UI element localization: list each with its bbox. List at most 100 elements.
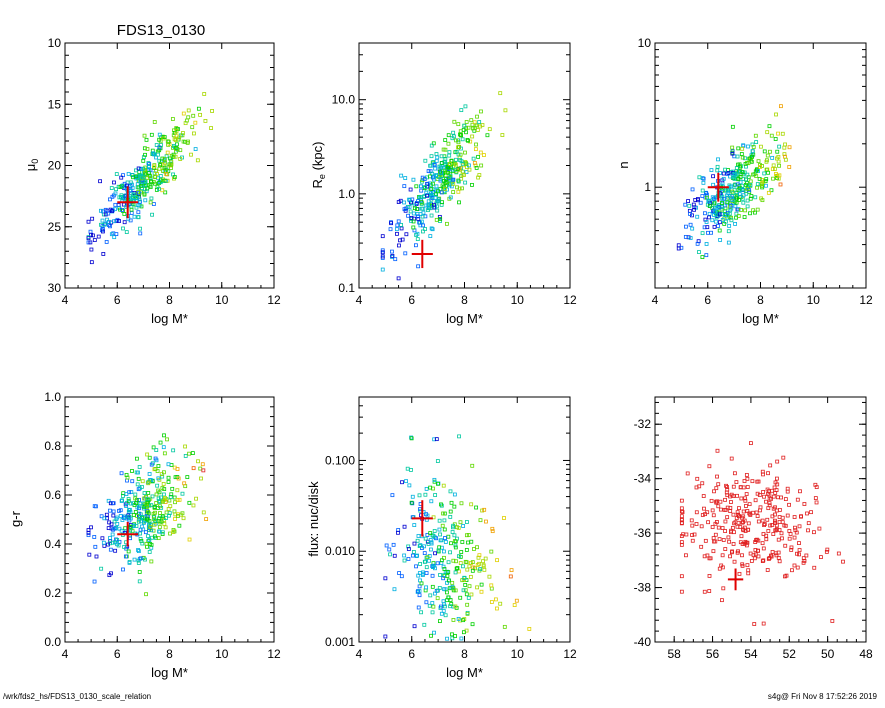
data-point	[444, 590, 449, 595]
data-point	[735, 154, 740, 159]
data-point	[470, 134, 475, 139]
data-point	[744, 177, 749, 182]
data-point	[731, 484, 736, 489]
data-point	[761, 490, 766, 494]
data-point	[164, 154, 169, 159]
data-point	[484, 519, 488, 524]
data-point	[429, 547, 433, 552]
data-point	[758, 163, 762, 167]
data-point	[766, 170, 770, 175]
data-point	[439, 154, 444, 159]
data-point	[162, 135, 167, 139]
data-point	[452, 533, 457, 538]
data-point	[204, 517, 209, 521]
panel-2-plot: 4 6 8 10 12 0.1 1.0 10.0	[332, 43, 577, 307]
data-point	[830, 619, 835, 623]
panel-3-plot: 4 6 8 10 12 1 10	[638, 36, 873, 307]
data-point	[392, 553, 397, 558]
data-point	[715, 448, 720, 453]
data-point	[90, 216, 95, 221]
data-point	[458, 152, 463, 157]
data-point	[99, 566, 104, 571]
data-point	[399, 173, 404, 178]
data-point	[759, 184, 764, 188]
data-point	[725, 200, 730, 205]
data-point	[509, 568, 514, 573]
data-point	[687, 208, 692, 213]
data-point	[202, 92, 207, 96]
data-point	[684, 224, 688, 229]
data-point	[166, 462, 171, 467]
data-point	[764, 499, 768, 504]
data-point	[172, 144, 176, 148]
data-point	[434, 217, 439, 222]
data-point	[467, 564, 472, 569]
data-point	[418, 184, 423, 189]
data-point	[733, 204, 738, 209]
data-point	[773, 490, 778, 495]
data-point	[692, 532, 697, 537]
data-point	[804, 553, 809, 558]
data-point	[454, 157, 458, 162]
data-point	[429, 154, 434, 159]
data-point	[792, 563, 797, 568]
data-point	[417, 544, 422, 548]
data-point	[704, 242, 709, 246]
data-point	[422, 544, 426, 549]
data-point	[446, 578, 451, 583]
data-point	[139, 167, 143, 172]
data-point	[433, 166, 438, 171]
data-point	[764, 533, 769, 538]
data-point	[726, 191, 731, 195]
data-point	[187, 500, 192, 505]
data-point	[460, 186, 464, 191]
data-point	[437, 164, 442, 169]
data-point	[176, 476, 181, 481]
data-point	[123, 554, 128, 559]
data-point	[789, 545, 794, 550]
data-point	[680, 510, 685, 514]
data-point	[489, 583, 494, 588]
data-point	[419, 188, 424, 193]
data-point	[196, 106, 201, 111]
data-point	[474, 165, 479, 170]
data-point	[182, 481, 187, 486]
data-point	[420, 229, 425, 234]
data-point	[201, 468, 206, 473]
data-point	[158, 440, 163, 445]
data-point	[465, 567, 470, 572]
data-point	[732, 559, 737, 564]
data-point	[705, 225, 710, 230]
data-point	[111, 513, 116, 518]
data-point	[527, 627, 532, 631]
data-point	[812, 565, 817, 570]
data-point	[785, 489, 790, 494]
data-point	[784, 573, 789, 578]
data-point	[399, 226, 404, 231]
data-point	[166, 480, 171, 484]
data-point	[712, 201, 717, 206]
data-point	[472, 161, 477, 165]
data-point	[480, 508, 485, 513]
data-point	[428, 531, 433, 535]
data-point	[734, 200, 739, 205]
panel-4-plot: 4 6 8 10 12 0.0 0.2 0.4 0.6 0.8 1.0	[44, 390, 281, 661]
data-point	[193, 147, 198, 151]
data-point	[173, 154, 178, 159]
data-point	[422, 551, 427, 556]
data-point	[166, 139, 171, 144]
data-point	[429, 143, 434, 148]
data-point	[114, 218, 119, 223]
data-point	[103, 221, 108, 226]
x-tick-label: 56	[706, 647, 720, 661]
data-point	[434, 158, 439, 163]
data-point	[448, 514, 453, 519]
data-point	[712, 200, 717, 205]
data-point	[158, 163, 162, 168]
data-point	[152, 515, 157, 520]
data-point	[180, 511, 185, 516]
data-point	[145, 497, 150, 502]
data-point	[474, 142, 478, 147]
data-point	[441, 599, 446, 604]
data-point	[175, 498, 180, 502]
